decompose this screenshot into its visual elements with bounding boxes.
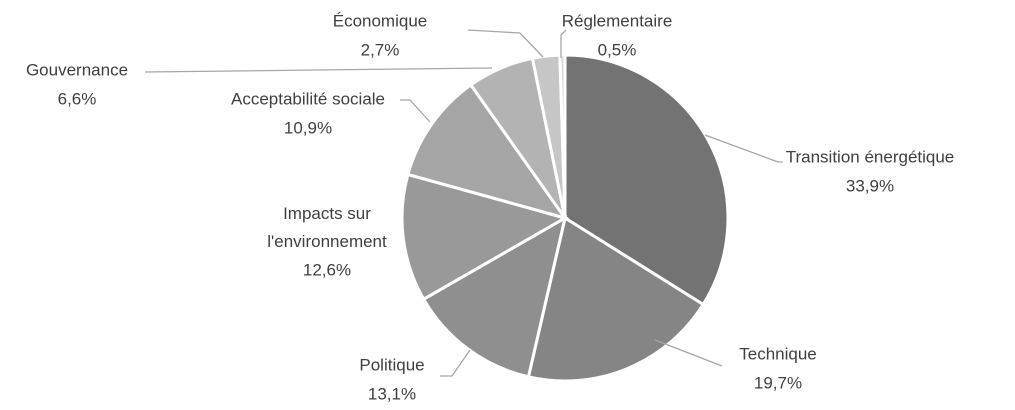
slice-label: Acceptabilité sociale xyxy=(231,89,385,108)
slice-value-label: 33,9% xyxy=(846,176,894,195)
slice-label: Technique xyxy=(739,344,817,363)
pie-slice xyxy=(558,53,567,219)
slice-value-label: 13,1% xyxy=(368,384,416,403)
slice-label: Politique xyxy=(359,355,424,374)
slice-value-label: 19,7% xyxy=(754,373,802,392)
leader-line xyxy=(560,29,567,58)
pie-slice xyxy=(406,82,569,221)
slice-label: Gouvernance xyxy=(26,60,128,79)
pie-slice xyxy=(421,214,568,379)
slice-label: Réglementaire xyxy=(562,11,673,30)
pie-slice xyxy=(526,215,706,383)
slice-value-label: 12,6% xyxy=(303,260,351,279)
slice-value-label: 10,9% xyxy=(284,118,332,137)
leader-line xyxy=(144,67,493,73)
leader-line xyxy=(654,339,723,367)
pie-slice xyxy=(400,172,569,302)
slice-label: Transition énergétique xyxy=(786,147,955,166)
slice-value-label: 2,7% xyxy=(361,40,400,59)
slice-label: Impacts sur l'environnement xyxy=(267,204,387,251)
leader-line xyxy=(400,99,431,123)
slice-label: Économique xyxy=(333,11,428,30)
slice-value-label: 0,5% xyxy=(598,40,637,59)
slice-value-label: 6,6% xyxy=(58,89,97,108)
leader-line xyxy=(440,349,471,377)
leader-line xyxy=(467,29,544,58)
leader-line xyxy=(704,134,783,163)
